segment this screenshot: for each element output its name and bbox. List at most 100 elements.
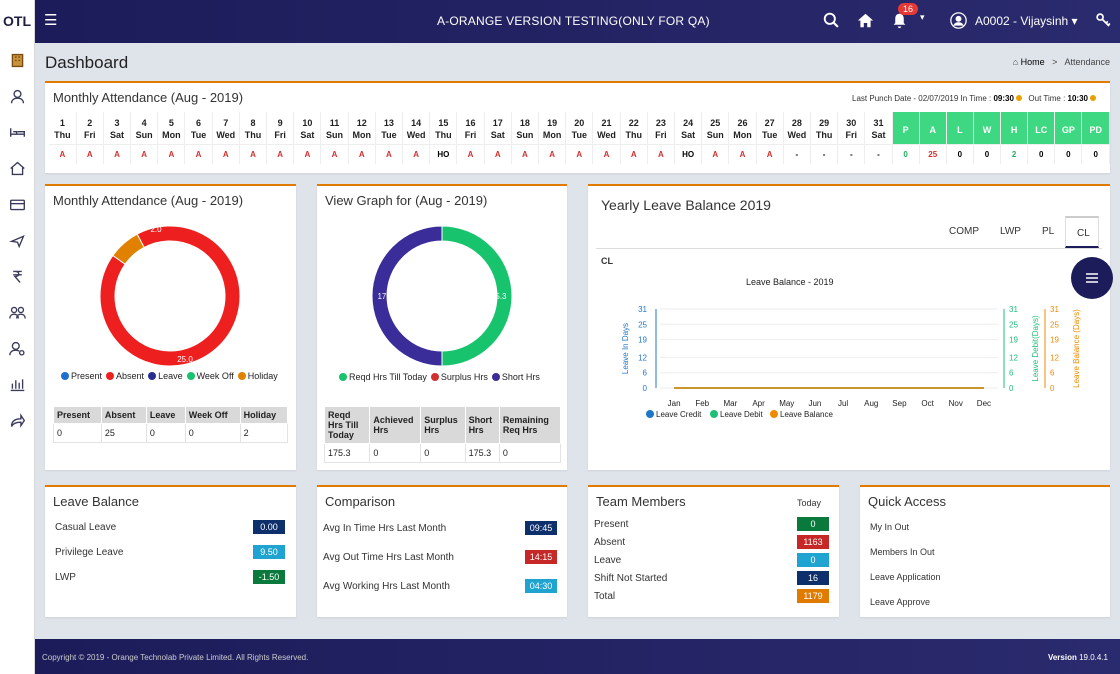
legend-series-label[interactable]: Leave Debit [720,410,763,419]
day-status[interactable]: A [592,143,621,164]
user-avatar-icon[interactable] [950,12,967,32]
plane-icon [8,234,25,248]
day-name: Thu [429,130,458,144]
day-status[interactable]: A [49,143,77,164]
tab-comp[interactable]: COMP [949,226,979,237]
panel-title: View Graph for (Aug - 2019) [325,193,488,208]
holiday-slice[interactable] [109,233,147,267]
legend-series-label[interactable]: Leave Balance [780,410,833,419]
sidebar-item-home[interactable] [0,150,34,186]
absent-slice[interactable] [75,218,264,368]
day-status[interactable]: - [810,143,839,164]
app-logo[interactable]: OTL [3,13,31,29]
summary-key-p: P [892,112,920,144]
chevron-down-icon[interactable]: ▾ [920,12,925,22]
quick-access-link[interactable]: My In Out [870,522,910,532]
quick-access-panel: Quick Access My In Out Members In Out Leav… [860,485,1110,617]
day-status[interactable]: A [484,143,512,164]
day-status[interactable]: HO [674,143,703,164]
day-status[interactable]: A [130,143,159,164]
day-status[interactable]: A [756,143,784,164]
search-icon[interactable] [823,12,840,32]
legend-item[interactable]: Surplus Hrs [440,372,488,382]
day-status[interactable]: A [375,143,404,164]
sidebar-item-profile[interactable] [0,78,34,114]
legend-series-label[interactable]: Leave Credit [656,410,702,419]
sidebar-item-payroll[interactable] [0,186,34,222]
building-icon [11,53,23,67]
short-hrs-slice[interactable] [371,225,443,367]
day-status[interactable]: A [184,143,213,164]
day-status[interactable]: A [320,143,349,164]
day-status[interactable]: A [266,143,295,164]
legend-item[interactable]: Holiday [247,371,278,381]
bell-icon[interactable] [891,12,908,32]
quick-access-link[interactable]: Leave Application [870,572,941,582]
day-status[interactable]: A [402,143,431,164]
day-status[interactable]: A [103,143,132,164]
x-tick-label: Jul [838,399,848,408]
floating-menu-button[interactable] [1071,257,1113,299]
sidebar-item-leave[interactable] [0,114,34,150]
panel-title: Quick Access [868,494,947,509]
home-icon[interactable] [857,12,874,32]
leave-balance-line-chart: Leave Balance - 2019 0 0 0 6 6 6 12 12 12 19 19 19 25… [621,277,1081,419]
day-status[interactable]: A [620,143,648,164]
sidebar-item-users[interactable] [0,330,34,366]
top-navbar: ☰ A-ORANGE VERSION TESTING(ONLY FOR QA) … [35,0,1120,43]
legend-item[interactable]: Short Hrs [501,372,540,382]
sidebar-item-share[interactable] [0,402,34,438]
panel-title: Team Members [596,494,686,509]
sidebar-item-team[interactable] [0,294,34,330]
sidebar-item-company[interactable] [0,42,34,78]
sidebar-item-travel[interactable] [0,222,34,258]
day-status[interactable]: A [456,143,485,164]
legend-dot [148,372,157,380]
team-members-panel: Team Members Today Present 0 Absent 1163 Lea… [588,485,839,617]
column-header: Reqd Hrs Till Today [323,406,371,444]
version-label: Version [1047,653,1077,662]
legend-item[interactable]: Present [71,371,103,381]
day-status[interactable]: A [728,143,757,164]
legend-item[interactable]: Absent [116,371,145,381]
quick-access-link[interactable]: Members In Out [870,547,935,557]
day-status[interactable]: A [647,143,675,164]
legend-item[interactable]: Week Off [196,371,234,381]
day-status[interactable]: A [157,143,186,164]
day-number: 25 [701,112,730,130]
version-info: Version 19.0.4.1 [1048,653,1108,662]
sidebar-item-reports[interactable] [0,366,34,402]
last-punch-label: Last Punch Date - 02/07/2019 In Time : [852,94,992,103]
day-status[interactable]: A [511,143,540,164]
day-number: 1 [49,112,77,130]
menu-toggle-icon[interactable]: ☰ [44,12,58,29]
absent-slice-label: 25.0 [177,355,193,364]
day-status[interactable]: HO [429,143,458,164]
day-status[interactable]: A [76,143,104,164]
day-status[interactable]: A [538,143,567,164]
day-status[interactable]: A [239,143,268,164]
quick-access-link[interactable]: Leave Approve [870,597,931,607]
day-status[interactable]: - [837,143,866,164]
tab-cl[interactable]: CL [1065,216,1099,248]
day-status[interactable]: A [701,143,730,164]
tab-pl[interactable]: PL [1042,226,1055,237]
day-status[interactable]: - [864,143,893,164]
day-status[interactable]: A [348,143,376,164]
day-status[interactable]: A [293,143,322,164]
breadcrumb-home[interactable]: Home [1020,57,1045,67]
day-number: 10 [293,112,322,130]
tab-lwp[interactable]: LWP [1000,226,1021,237]
day-name: Sat [484,130,512,144]
day-status[interactable]: A [212,143,240,164]
legend-item[interactable]: Reqd Hrs Till Today [349,372,427,382]
day-status[interactable]: - [783,143,812,164]
legend-item[interactable]: Leave [158,371,183,381]
day-number: 13 [375,112,404,130]
day-status[interactable]: A [565,143,594,164]
day-name: Wed [592,130,621,144]
settings-link-icon[interactable] [1095,12,1112,32]
user-menu[interactable]: A0002 - Vijaysinh ▾ [975,14,1078,28]
panel-title: Yearly Leave Balance 2019 [601,197,771,213]
sidebar-item-expense[interactable] [0,258,34,294]
